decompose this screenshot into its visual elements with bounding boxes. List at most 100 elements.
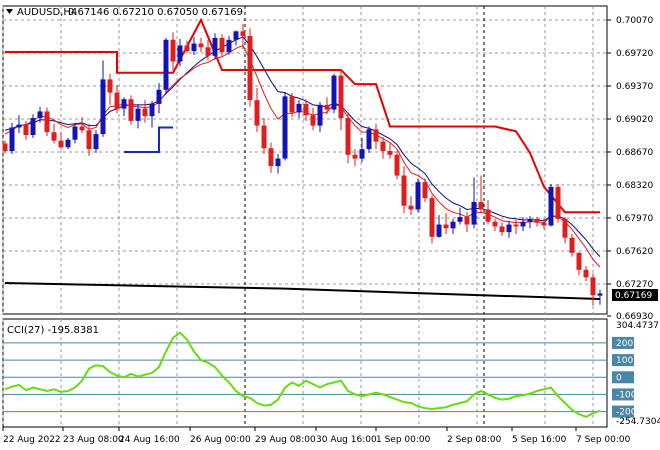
bear-candle [352, 154, 358, 159]
bull-candle [282, 96, 288, 159]
bull-candle [9, 127, 15, 152]
bull-candle [597, 293, 603, 296]
bear-candle [429, 198, 435, 237]
bull-candle [233, 31, 239, 40]
bull-candle [16, 124, 22, 128]
time-tick-label: 30 Aug 16:00 [316, 435, 377, 445]
bull-candle [520, 221, 526, 227]
time-tick-label: 26 Aug 00:00 [190, 435, 251, 445]
price-tick-label: 0.68320 [616, 181, 653, 191]
bear-candle [338, 75, 344, 119]
bear-candle [576, 252, 582, 270]
bull-candle [296, 103, 302, 113]
cci-level-label: 200 [616, 339, 633, 349]
bear-candle [2, 143, 8, 152]
bull-candle [72, 126, 78, 140]
bull-candle [226, 39, 232, 53]
cci-level-tag [612, 371, 634, 384]
cci-min-label: -254.7304 [616, 417, 660, 427]
bear-candle [499, 226, 505, 233]
time-tick-label: 1 Sep 00:00 [376, 435, 431, 445]
cci-level-label: 0 [616, 373, 622, 383]
bull-candle [100, 79, 106, 135]
bull-candle [65, 139, 71, 148]
bear-candle [443, 224, 449, 229]
cci-level-label: -100 [616, 390, 637, 400]
cci-line-group [4, 331, 601, 418]
bear-candle [205, 47, 211, 56]
bear-candle [23, 124, 29, 136]
bear-candle [114, 92, 120, 109]
price-tick-label: 0.69020 [616, 115, 653, 125]
bear-candle [401, 175, 407, 206]
bear-candle [513, 224, 519, 227]
bear-candle [79, 126, 85, 131]
bull-candle [30, 118, 36, 136]
main-chart-pane[interactable] [2, 5, 608, 315]
bear-candle [261, 125, 267, 149]
cci-level-tag [612, 354, 634, 367]
bull-candle [37, 111, 43, 119]
price-tick-label: 0.69720 [616, 49, 653, 59]
cci-max-label: 304.4737 [616, 321, 659, 331]
time-tick-label: 7 Sep 00:00 [576, 435, 631, 445]
bear-candle [324, 104, 330, 110]
ohlc-values: 0.67146 0.67210 0.67050 0.67169 [68, 7, 243, 18]
bull-candle [317, 104, 323, 126]
bear-candle [247, 36, 253, 101]
bear-candle [268, 148, 274, 167]
bear-candle [58, 140, 64, 148]
bear-candle [170, 39, 176, 62]
bear-candle [142, 108, 148, 117]
bear-candle [128, 99, 134, 121]
time-tick-label: 23 Aug 08:00 [63, 435, 124, 445]
price-tick-label: 0.66930 [616, 312, 653, 322]
bear-candle [289, 96, 295, 113]
bear-candle [51, 132, 57, 141]
bull-candle [359, 149, 365, 159]
bear-candle [492, 221, 498, 227]
bull-candle [275, 158, 281, 167]
bear-candle [590, 277, 596, 296]
bear-candle [387, 151, 393, 155]
bear-candle [394, 154, 400, 176]
current-price-label: 0.67169 [615, 291, 652, 301]
bear-candle [254, 100, 260, 126]
price-tick-label: 0.68670 [616, 148, 653, 158]
bull-candle [177, 45, 183, 62]
bull-candle [457, 217, 463, 222]
collapse-triangle-icon[interactable] [6, 9, 13, 14]
cci-indicator-pane[interactable] [2, 318, 608, 428]
price-tick-label: 0.67970 [616, 214, 653, 224]
bull-candle [149, 103, 155, 117]
candlestick-series [2, 23, 603, 306]
bear-candle [310, 115, 316, 126]
bull-candle [163, 39, 169, 90]
bear-candle [485, 209, 491, 222]
cci-level-tag [612, 388, 634, 401]
bull-candle [471, 201, 477, 225]
time-tick-label: 22 Aug 2022 [3, 435, 61, 445]
day-separators [244, 6, 485, 427]
price-tick-label: 0.69370 [616, 82, 653, 92]
bear-candle [345, 118, 351, 155]
price-tick-label: 0.67270 [616, 280, 653, 290]
cci-level-lines [3, 342, 607, 413]
bull-candle [156, 89, 162, 104]
bear-candle [86, 130, 92, 150]
current-price-tag: 0.67169 [612, 289, 658, 301]
bull-candle [121, 99, 127, 109]
bear-candle [478, 201, 484, 210]
bear-candle [583, 269, 589, 278]
bear-candle [408, 205, 414, 210]
cci-level-tag [612, 336, 634, 349]
bear-candle [464, 217, 470, 225]
bear-candle [569, 237, 575, 253]
cci-level-label: 100 [616, 356, 633, 366]
symbol-label: AUDUSD,H4 [17, 7, 77, 18]
bull-candle [366, 129, 372, 150]
cci-level-label: -200 [616, 408, 637, 418]
bear-candle [422, 182, 428, 199]
cci-title: CCI(27) -195.8381 [7, 325, 99, 336]
